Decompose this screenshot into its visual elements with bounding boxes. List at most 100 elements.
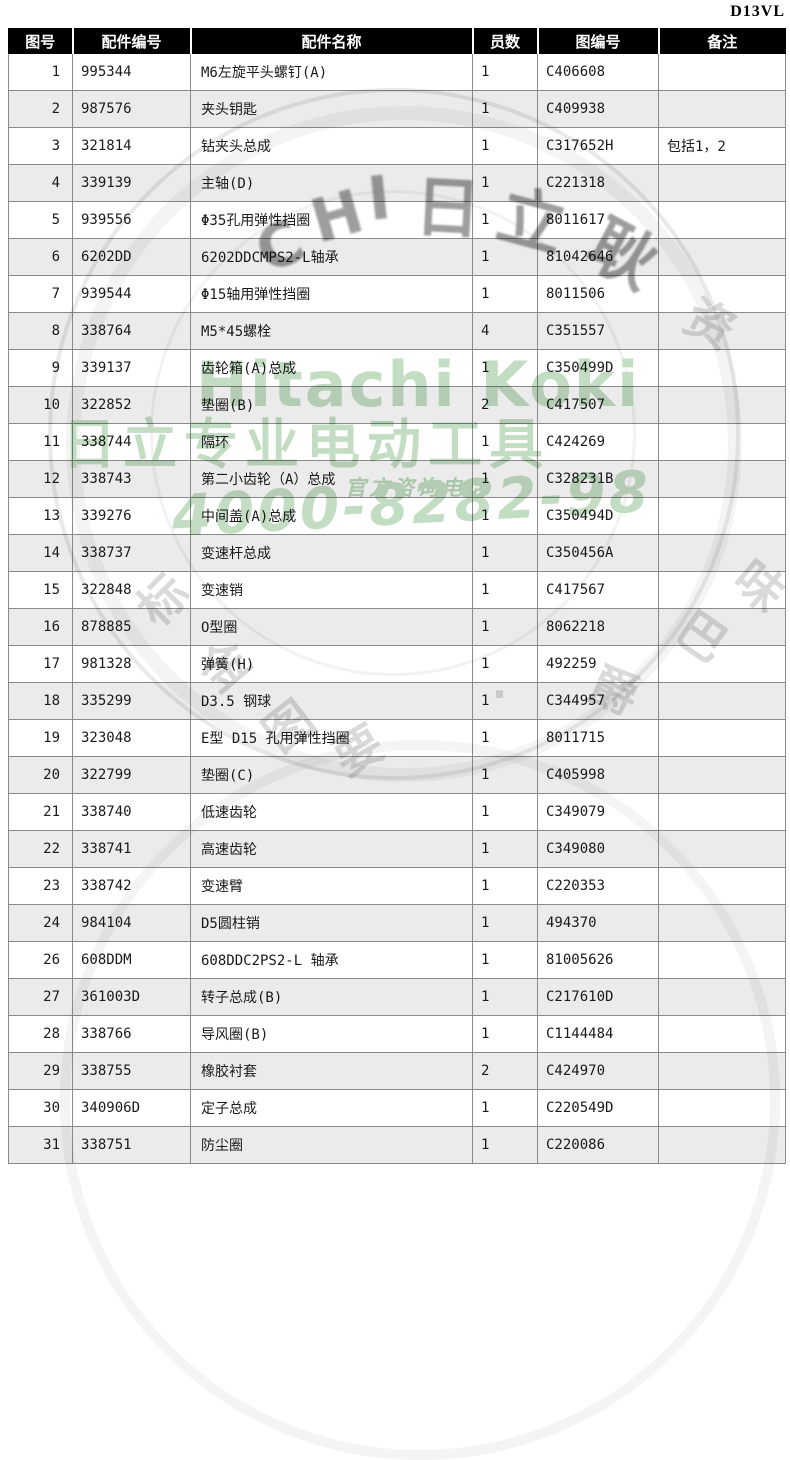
cell-remark bbox=[658, 1052, 786, 1090]
cell-drawing-no: C424970 bbox=[537, 1052, 659, 1090]
cell-fig-no: 17 bbox=[8, 645, 73, 683]
cell-part-no: 984104 bbox=[72, 904, 191, 942]
cell-drawing-no: C1144484 bbox=[537, 1015, 659, 1053]
cell-qty: 1 bbox=[472, 1089, 538, 1127]
cell-part-name: 钻夹头总成 bbox=[190, 127, 473, 165]
cell-remark bbox=[658, 90, 786, 128]
cell-qty: 1 bbox=[472, 978, 538, 1016]
cell-remark bbox=[658, 1089, 786, 1127]
cell-part-name: Φ15轴用弹性挡圈 bbox=[190, 275, 473, 313]
table-row: 31 338751 防尘圈 1 C220086 bbox=[8, 1126, 786, 1164]
cell-part-no: 322848 bbox=[72, 571, 191, 609]
cell-part-name: 垫圈(B) bbox=[190, 386, 473, 424]
table-row: 4 339139 主轴(D) 1 C221318 bbox=[8, 164, 786, 202]
cell-part-name: 6202DDCMPS2-L轴承 bbox=[190, 238, 473, 276]
col-header-part-name: 配件名称 bbox=[189, 28, 473, 54]
cell-part-no: 335299 bbox=[72, 682, 191, 720]
cell-remark: 包括1，2 bbox=[658, 127, 786, 165]
cell-fig-no: 31 bbox=[8, 1126, 73, 1164]
cell-drawing-no: 81005626 bbox=[537, 941, 659, 979]
table-row: 21 338740 低速齿轮 1 C349079 bbox=[8, 793, 786, 831]
cell-fig-no: 29 bbox=[8, 1052, 73, 1090]
cell-fig-no: 5 bbox=[8, 201, 73, 239]
col-header-qty: 员数 bbox=[471, 28, 538, 54]
cell-qty: 1 bbox=[472, 497, 538, 535]
cell-part-no: 878885 bbox=[72, 608, 191, 646]
col-header-part-no: 配件编号 bbox=[71, 28, 191, 54]
cell-part-name: M5*45螺栓 bbox=[190, 312, 473, 350]
cell-drawing-no: C417567 bbox=[537, 571, 659, 609]
cell-part-name: 防尘圈 bbox=[190, 1126, 473, 1164]
cell-part-name: O型圈 bbox=[190, 608, 473, 646]
cell-fig-no: 28 bbox=[8, 1015, 73, 1053]
cell-drawing-no: C350494D bbox=[537, 497, 659, 535]
cell-part-no: 361003D bbox=[72, 978, 191, 1016]
cell-fig-no: 14 bbox=[8, 534, 73, 572]
cell-part-name: 夹头钥匙 bbox=[190, 90, 473, 128]
cell-drawing-no: C220086 bbox=[537, 1126, 659, 1164]
cell-remark bbox=[658, 608, 786, 646]
parts-list-page: { "page": { "doc_code": "D13VL" }, "tabl… bbox=[8, 3, 790, 1460]
cell-fig-no: 10 bbox=[8, 386, 73, 424]
cell-part-name: 变速销 bbox=[190, 571, 473, 609]
cell-drawing-no: C349080 bbox=[537, 830, 659, 868]
cell-drawing-no: C220353 bbox=[537, 867, 659, 905]
cell-part-no: 321814 bbox=[72, 127, 191, 165]
cell-drawing-no: 8011617 bbox=[537, 201, 659, 239]
table-row: 7 939544 Φ15轴用弹性挡圈 1 8011506 bbox=[8, 275, 786, 313]
cell-drawing-no: C220549D bbox=[537, 1089, 659, 1127]
cell-remark bbox=[658, 756, 786, 794]
cell-fig-no: 9 bbox=[8, 349, 73, 387]
cell-drawing-no: C424269 bbox=[537, 423, 659, 461]
cell-drawing-no: C217610D bbox=[537, 978, 659, 1016]
table-row: 19 323048 E型 D15 孔用弹性挡圈 1 8011715 bbox=[8, 719, 786, 757]
cell-remark bbox=[658, 497, 786, 535]
cell-part-no: 987576 bbox=[72, 90, 191, 128]
cell-remark bbox=[658, 682, 786, 720]
cell-remark bbox=[658, 386, 786, 424]
cell-part-no: 323048 bbox=[72, 719, 191, 757]
cell-part-name: 中间盖(A)总成 bbox=[190, 497, 473, 535]
table-row: 18 335299 D3.5 钢球 1 C344957 bbox=[8, 682, 786, 720]
cell-remark bbox=[658, 201, 786, 239]
cell-remark bbox=[658, 719, 786, 757]
table-row: 10 322852 垫圈(B) 2 C417507 bbox=[8, 386, 786, 424]
cell-qty: 1 bbox=[472, 1015, 538, 1053]
cell-part-name: 定子总成 bbox=[190, 1089, 473, 1127]
cell-remark bbox=[658, 941, 786, 979]
table-row: 6 6202DD 6202DDCMPS2-L轴承 1 81042646 bbox=[8, 238, 786, 276]
cell-qty: 1 bbox=[472, 830, 538, 868]
cell-remark bbox=[658, 867, 786, 905]
cell-fig-no: 19 bbox=[8, 719, 73, 757]
cell-qty: 1 bbox=[472, 793, 538, 831]
cell-remark bbox=[658, 534, 786, 572]
cell-qty: 1 bbox=[472, 275, 538, 313]
cell-fig-no: 3 bbox=[8, 127, 73, 165]
cell-fig-no: 12 bbox=[8, 460, 73, 498]
cell-fig-no: 7 bbox=[8, 275, 73, 313]
table-row: 8 338764 M5*45螺栓 4 C351557 bbox=[8, 312, 786, 350]
cell-qty: 1 bbox=[472, 90, 538, 128]
cell-part-name: 弹簧(H) bbox=[190, 645, 473, 683]
cell-remark bbox=[658, 793, 786, 831]
cell-part-name: 608DDC2PS2-L 轴承 bbox=[190, 941, 473, 979]
cell-part-no: 338740 bbox=[72, 793, 191, 831]
cell-remark bbox=[658, 904, 786, 942]
table-row: 28 338766 导风圈(B) 1 C1144484 bbox=[8, 1015, 786, 1053]
cell-part-no: 338741 bbox=[72, 830, 191, 868]
cell-drawing-no: C317652H bbox=[537, 127, 659, 165]
cell-part-no: 338764 bbox=[72, 312, 191, 350]
table-row: 15 322848 变速销 1 C417567 bbox=[8, 571, 786, 609]
cell-part-no: 338737 bbox=[72, 534, 191, 572]
cell-drawing-no: C349079 bbox=[537, 793, 659, 831]
cell-part-name: 变速杆总成 bbox=[190, 534, 473, 572]
cell-qty: 1 bbox=[472, 201, 538, 239]
cell-remark bbox=[658, 423, 786, 461]
cell-fig-no: 27 bbox=[8, 978, 73, 1016]
col-header-remark: 备注 bbox=[657, 28, 786, 54]
cell-drawing-no: 81042646 bbox=[537, 238, 659, 276]
cell-part-name: 低速齿轮 bbox=[190, 793, 473, 831]
table-row: 17 981328 弹簧(H) 1 492259 bbox=[8, 645, 786, 683]
cell-qty: 1 bbox=[472, 941, 538, 979]
cell-drawing-no: C328231B bbox=[537, 460, 659, 498]
